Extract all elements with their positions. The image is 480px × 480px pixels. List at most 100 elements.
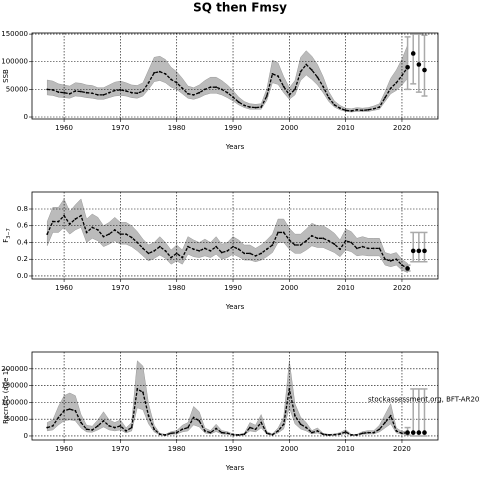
x-tick-label: 1990 — [224, 284, 242, 292]
forecast-point — [416, 248, 422, 254]
x-tick-label: 1980 — [168, 124, 186, 132]
estimate-point — [187, 426, 189, 429]
estimate-point — [119, 89, 122, 91]
estimate-point — [158, 245, 161, 248]
estimate-point — [384, 96, 386, 99]
estimate-point — [322, 433, 325, 436]
estimate-point — [260, 252, 263, 255]
estimate-point — [401, 432, 403, 435]
estimate-point — [356, 434, 358, 436]
estimate-point — [96, 229, 99, 231]
x-tick-label: 2000 — [280, 445, 298, 453]
estimate-point — [282, 231, 285, 234]
estimate-point — [305, 63, 308, 66]
estimate-point — [361, 245, 364, 248]
estimate-point — [316, 430, 319, 432]
y-tick-label: 0.4 — [17, 238, 29, 246]
estimate-point — [91, 429, 94, 431]
estimate-point — [57, 416, 60, 419]
estimate-point — [389, 87, 392, 90]
estimate-point — [130, 91, 133, 94]
y-tick-label: 0 — [24, 432, 28, 440]
estimate-point — [215, 86, 218, 89]
estimate-point — [395, 258, 398, 261]
estimate-point — [96, 424, 99, 427]
x-tick-label: 1960 — [55, 445, 73, 453]
estimate-point — [288, 94, 291, 96]
estimate-point — [378, 428, 381, 431]
estimate-point — [243, 252, 246, 255]
estimate-point — [271, 72, 274, 75]
forecast-point — [422, 248, 427, 254]
estimate-point — [367, 431, 370, 434]
estimate-point — [203, 88, 206, 91]
y-tick-label: 50000 — [6, 85, 28, 93]
estimate-point — [322, 85, 325, 88]
estimate-point — [80, 421, 82, 424]
estimate-point — [271, 244, 274, 246]
estimate-point — [51, 424, 54, 427]
estimate-point — [339, 433, 341, 435]
estimate-point — [288, 388, 291, 390]
estimate-point — [51, 89, 54, 91]
estimate-point — [350, 110, 353, 112]
estimate-point — [175, 431, 178, 434]
estimate-point — [220, 88, 223, 91]
estimate-point — [215, 245, 218, 248]
estimate-point — [277, 430, 279, 432]
estimate-point — [108, 91, 111, 94]
estimate-point — [310, 431, 313, 434]
estimate-point — [265, 248, 268, 251]
estimate-point — [249, 426, 251, 429]
estimate-point — [361, 109, 364, 112]
forecast-point — [410, 248, 416, 254]
estimate-point — [350, 241, 353, 244]
estimate-point — [232, 96, 234, 99]
estimate-point — [344, 431, 347, 433]
estimate-point — [46, 233, 49, 236]
page-title: SQ then Fmsy — [193, 1, 287, 15]
estimate-point — [310, 69, 313, 71]
estimate-point — [277, 75, 279, 78]
estimate-point — [113, 426, 116, 429]
y-tick-label: 0 — [24, 113, 28, 121]
estimate-point — [158, 70, 161, 73]
estimate-point — [294, 244, 296, 246]
estimate-point — [344, 239, 347, 242]
estimate-point — [327, 96, 330, 99]
estimate-point — [350, 434, 353, 436]
estimate-point — [356, 247, 358, 250]
estimate-point — [63, 409, 65, 412]
estimate-point — [147, 252, 150, 255]
estimate-point — [74, 218, 77, 220]
y-tick-label: 0.2 — [17, 255, 28, 263]
estimate-point — [254, 106, 257, 109]
estimate-point — [51, 220, 54, 223]
estimate-point — [316, 76, 319, 79]
estimate-point — [85, 91, 88, 94]
estimate-point — [316, 237, 319, 240]
estimate-point — [164, 249, 167, 252]
x-axis-label: Years — [225, 464, 245, 472]
plot-frame — [31, 351, 439, 441]
estimate-point — [119, 424, 122, 427]
estimate-point — [260, 421, 263, 424]
estimate-point — [389, 414, 392, 417]
estimate-point — [220, 251, 223, 254]
estimate-point — [249, 106, 251, 108]
estimate-point — [226, 91, 229, 94]
estimate-point — [265, 432, 268, 435]
estimate-point — [339, 107, 341, 110]
y-tick-label: 0.8 — [17, 205, 28, 213]
estimate-point — [136, 388, 139, 390]
estimate-point — [243, 104, 246, 107]
estimate-point — [220, 431, 223, 434]
estimate-point — [170, 432, 172, 435]
estimate-point — [305, 239, 308, 242]
estimate-point — [102, 235, 105, 238]
estimate-point — [299, 70, 302, 73]
estimate-point — [395, 430, 398, 432]
plot-frame — [31, 191, 439, 280]
estimate-point — [384, 258, 386, 261]
estimate-point — [372, 431, 375, 434]
